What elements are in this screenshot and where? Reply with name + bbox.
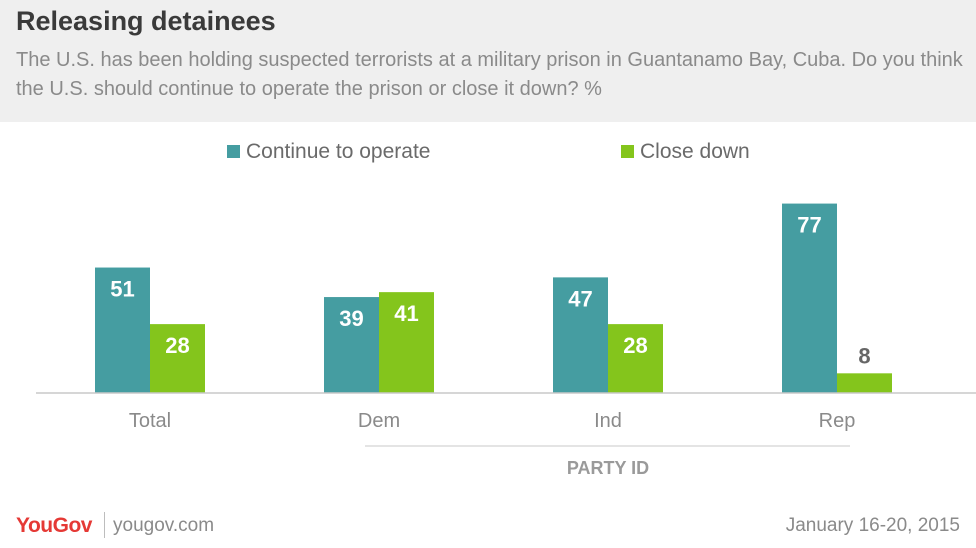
- legend-label-2: Close down: [640, 140, 750, 163]
- value-label-dem-close: 41: [394, 301, 418, 326]
- category-label-ind: Ind: [594, 410, 622, 432]
- bar-ind-continue: [553, 277, 608, 393]
- bar-ind-close: [608, 324, 663, 393]
- footer-date: January 16-20, 2015: [785, 515, 960, 536]
- value-label-rep-close: 8: [858, 343, 870, 368]
- legend: Continue to operate Close down: [227, 140, 750, 163]
- value-label-rep-continue: 77: [797, 213, 821, 238]
- category-labels: Total Dem Ind Rep: [129, 410, 855, 432]
- bar-total-close: [150, 324, 205, 393]
- bar-dem-close: [379, 292, 434, 393]
- header-band: Releasing detainees The U.S. has been ho…: [0, 0, 976, 122]
- bar-rep-close: [837, 373, 892, 393]
- category-label-total: Total: [129, 410, 171, 432]
- bar-dem-continue: [324, 297, 379, 393]
- value-label-ind-continue: 47: [568, 286, 592, 311]
- legend-swatch-2: [621, 145, 634, 158]
- category-label-rep: Rep: [819, 410, 856, 432]
- bar-rep-continue: [782, 203, 837, 393]
- chart-subtitle: The U.S. has been holding suspected terr…: [16, 49, 963, 100]
- yougov-logo: YouGov: [16, 514, 92, 537]
- value-label-total-close: 28: [165, 333, 189, 358]
- footer-divider: [104, 512, 105, 538]
- legend-label-1: Continue to operate: [246, 140, 430, 163]
- category-label-dem: Dem: [358, 410, 400, 432]
- value-label-dem-continue: 39: [339, 306, 363, 331]
- value-label-ind-close: 28: [623, 333, 647, 358]
- bar-total-continue: [95, 267, 150, 393]
- value-label-total-continue: 51: [110, 277, 134, 302]
- chart-title: Releasing detainees: [16, 6, 276, 36]
- bars-layer: 51 28 39 41 47 28 77 8: [95, 203, 892, 393]
- legend-swatch-1: [227, 145, 240, 158]
- footer-url[interactable]: yougov.com: [113, 515, 215, 536]
- party-id-label: PARTY ID: [567, 458, 649, 478]
- bar-chart: Continue to operate Close down 51 28 39 41 47…: [36, 140, 976, 478]
